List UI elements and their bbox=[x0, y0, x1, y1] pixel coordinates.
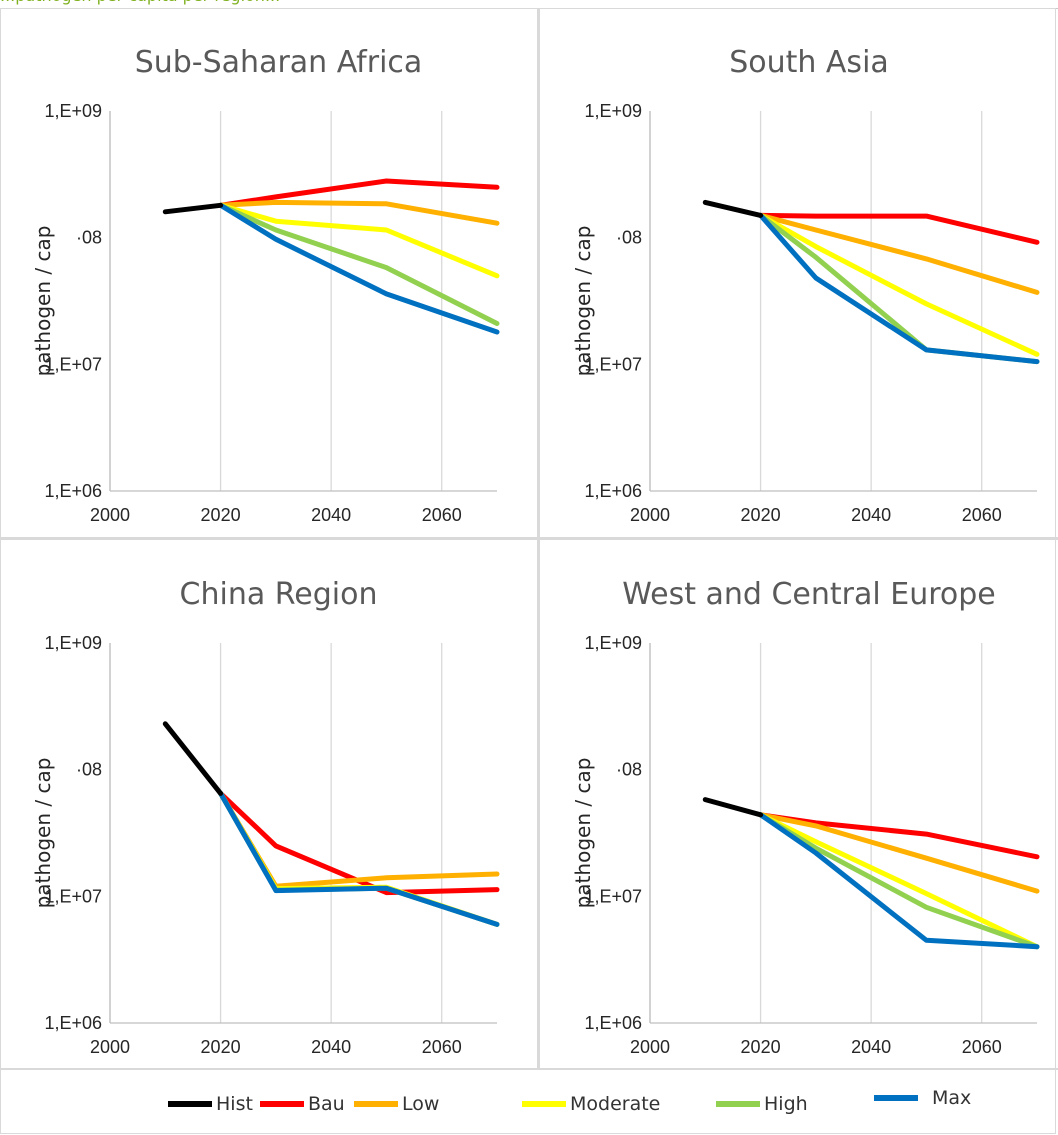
series-line-moderate bbox=[218, 202, 500, 279]
legend-swatch bbox=[168, 1101, 212, 1107]
x-tick-label: 2060 bbox=[422, 505, 462, 525]
y-tick-label: ·08 bbox=[616, 760, 642, 780]
chart-svg: China Region 2000 2020 2040 2060 1,E+06 1,E+07… bbox=[31, 577, 500, 1057]
chart-title: South Asia bbox=[729, 45, 889, 80]
series-line-hist bbox=[162, 202, 224, 215]
legend-label: Bau bbox=[308, 1093, 345, 1115]
legend-swatch bbox=[522, 1101, 566, 1107]
series-line-low bbox=[218, 790, 500, 889]
series-line-max bbox=[218, 790, 500, 927]
series-line-moderate bbox=[758, 812, 1040, 950]
series-line-moderate bbox=[758, 212, 1040, 357]
y-axis-label: pathogen / cap bbox=[31, 226, 55, 377]
y-tick-label: 1,E+07 bbox=[584, 886, 642, 906]
y-tick-label: 1,E+07 bbox=[44, 354, 102, 374]
panel-china-region: China Region 2000 2020 2040 2060 1,E+06 1,E+07… bbox=[0, 540, 537, 1068]
x-tick-label: 2020 bbox=[201, 1037, 241, 1057]
series-line-bau bbox=[218, 178, 500, 208]
y-tick-label: ·08 bbox=[76, 228, 102, 248]
series-line-hist bbox=[702, 797, 764, 818]
series-line-max bbox=[758, 812, 1040, 950]
legend-divider bbox=[0, 1068, 1058, 1070]
series-line-low bbox=[758, 212, 1040, 295]
legend-label: Moderate bbox=[570, 1093, 661, 1115]
x-tick-label: 2020 bbox=[201, 505, 241, 525]
legend-item-hist: Hist bbox=[168, 1092, 253, 1116]
chart-title: China Region bbox=[180, 577, 378, 612]
legend-item-low: Low bbox=[354, 1092, 439, 1116]
y-tick-label: ·08 bbox=[76, 760, 102, 780]
series-line-hist bbox=[162, 721, 224, 796]
x-tick-label: 2000 bbox=[630, 505, 670, 525]
legend-swatch bbox=[874, 1095, 918, 1101]
y-tick-label: 1,E+09 bbox=[584, 633, 642, 653]
legend-label: Max bbox=[932, 1087, 972, 1109]
y-tick-label: 1,E+07 bbox=[584, 354, 642, 374]
panel-sub-saharan-africa: Sub-Saharan Africa 2000 2020 2040 2060 1,E+06… bbox=[0, 8, 537, 537]
y-tick-label: 1,E+09 bbox=[44, 101, 102, 121]
series-line-low bbox=[758, 812, 1040, 894]
x-tick-label: 2060 bbox=[962, 1037, 1002, 1057]
panel-west-central-europe: West and Central Europe 2000 2020 2040 2060 1… bbox=[540, 540, 1058, 1068]
x-tick-label: 2040 bbox=[311, 505, 351, 525]
x-tick-label: 2000 bbox=[90, 1037, 130, 1057]
chart-title: West and Central Europe bbox=[622, 577, 996, 612]
series-line-low bbox=[218, 199, 500, 226]
series-line-bau bbox=[218, 790, 500, 896]
chart-svg: Sub-Saharan Africa 2000 2020 2040 2060 1,E+06… bbox=[31, 45, 500, 525]
legend-swatch bbox=[716, 1101, 760, 1107]
legend-item-bau: Bau bbox=[260, 1092, 345, 1116]
legend-item-high: High bbox=[716, 1092, 808, 1116]
y-tick-label: 1,E+06 bbox=[584, 481, 642, 501]
panel-divider-horizontal bbox=[0, 537, 1058, 540]
y-tick-label: ·08 bbox=[616, 228, 642, 248]
legend-item-max: Max bbox=[874, 1086, 971, 1110]
figure-caption: ...pathogen per capita per region... bbox=[0, 0, 600, 8]
series-line-high bbox=[218, 202, 500, 326]
x-tick-label: 2000 bbox=[90, 505, 130, 525]
figure-frame bbox=[0, 8, 1056, 1134]
y-tick-label: 1,E+06 bbox=[44, 1013, 102, 1033]
legend-swatch bbox=[260, 1101, 304, 1107]
series-line-max bbox=[758, 212, 1040, 365]
y-tick-label: 1,E+06 bbox=[584, 1013, 642, 1033]
legend-label: Hist bbox=[216, 1093, 253, 1115]
chart-svg: South Asia 2000 2020 2040 2060 1,E+06 1,E+07 ·0… bbox=[571, 45, 1040, 525]
y-tick-label: 1,E+06 bbox=[44, 481, 102, 501]
series-line-max bbox=[218, 202, 500, 335]
x-tick-label: 2040 bbox=[311, 1037, 351, 1057]
x-tick-label: 2000 bbox=[630, 1037, 670, 1057]
panel-south-asia: South Asia 2000 2020 2040 2060 1,E+06 1,E+07 ·0… bbox=[540, 8, 1058, 537]
series-line-hist bbox=[702, 199, 764, 218]
x-tick-label: 2060 bbox=[422, 1037, 462, 1057]
y-tick-label: 1,E+09 bbox=[44, 633, 102, 653]
chart-svg: West and Central Europe 2000 2020 2040 2060 1… bbox=[571, 577, 1040, 1057]
y-axis-label: pathogen / cap bbox=[31, 758, 55, 909]
x-tick-label: 2020 bbox=[741, 505, 781, 525]
chart-title: Sub-Saharan Africa bbox=[135, 45, 423, 80]
x-tick-label: 2040 bbox=[851, 1037, 891, 1057]
y-axis-label: pathogen / cap bbox=[571, 226, 595, 377]
legend: Hist Bau Low Moderate High Max bbox=[0, 1070, 1058, 1134]
legend-label: Low bbox=[402, 1093, 440, 1115]
x-tick-label: 2020 bbox=[741, 1037, 781, 1057]
series-line-bau bbox=[758, 212, 1040, 245]
legend-item-moderate: Moderate bbox=[522, 1092, 660, 1116]
x-tick-label: 2060 bbox=[962, 505, 1002, 525]
legend-label: High bbox=[764, 1093, 808, 1115]
y-axis-label: pathogen / cap bbox=[571, 758, 595, 909]
legend-swatch bbox=[354, 1101, 398, 1107]
y-tick-label: 1,E+07 bbox=[44, 886, 102, 906]
y-tick-label: 1,E+09 bbox=[584, 101, 642, 121]
x-tick-label: 2040 bbox=[851, 505, 891, 525]
